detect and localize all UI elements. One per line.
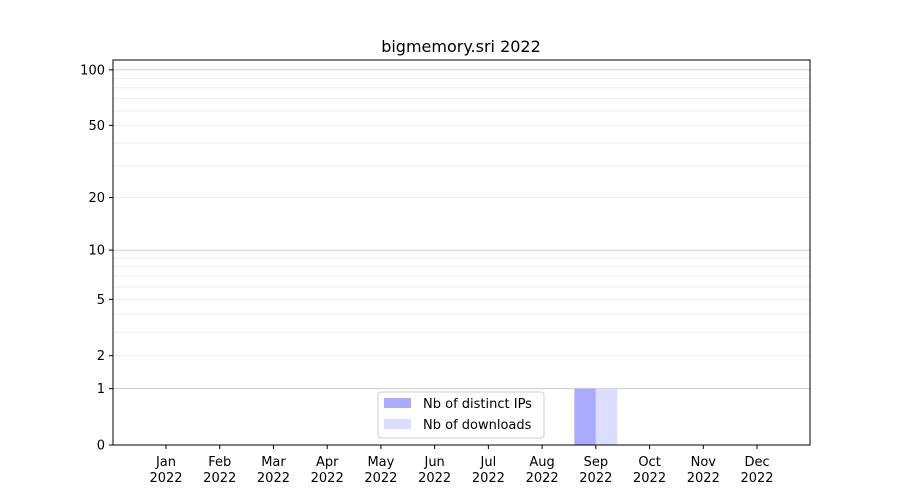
legend-box	[377, 391, 545, 439]
x-tick-label: Jul 2022	[472, 455, 505, 486]
plot-frame	[112, 59, 811, 446]
bar-distinct-ips	[574, 388, 596, 445]
x-tick-label: Sep 2022	[579, 455, 612, 486]
bars	[574, 388, 618, 445]
y-tick-label: 1	[97, 382, 105, 397]
y-tick-label: 10	[88, 244, 105, 259]
grid	[113, 69, 810, 390]
x-tick-label: Jun 2022	[418, 455, 451, 486]
chart-title: bigmemory.sri 2022	[381, 37, 541, 56]
legend: Nb of distinct IPs Nb of downloads	[377, 391, 545, 439]
y-tick-label: 20	[88, 191, 105, 206]
y-tick-label: 5	[97, 293, 105, 308]
x-tick-label: Jan 2022	[149, 455, 182, 486]
x-tick-label: Feb 2022	[203, 455, 236, 486]
y-tick-label: 100	[80, 63, 105, 78]
y-tick-label: 2	[97, 349, 105, 364]
x-tick-label: Dec 2022	[740, 455, 773, 486]
legend-label: Nb of downloads	[423, 418, 532, 433]
legend-swatch	[384, 398, 411, 408]
x-tick-label: Apr 2022	[311, 455, 344, 486]
x-tick-label: Oct 2022	[633, 455, 666, 486]
legend-swatch	[384, 419, 411, 429]
y-tick-label: 50	[88, 119, 105, 134]
x-tick-label: Mar 2022	[257, 455, 290, 486]
x-tick-label: Nov 2022	[687, 455, 720, 486]
x-tick-label: Aug 2022	[526, 455, 559, 486]
x-axis: Jan 2022 Feb 2022 Mar 2022 Apr 2022 May 2022 Jun 20…	[149, 445, 774, 486]
legend-label: Nb of distinct IPs	[423, 397, 532, 412]
x-tick-label: May 2022	[364, 455, 397, 486]
bar-downloads	[595, 388, 618, 445]
y-axis: 0 1 2 5 10 20 50 100	[80, 63, 113, 454]
y-tick-label: 0	[97, 439, 105, 454]
